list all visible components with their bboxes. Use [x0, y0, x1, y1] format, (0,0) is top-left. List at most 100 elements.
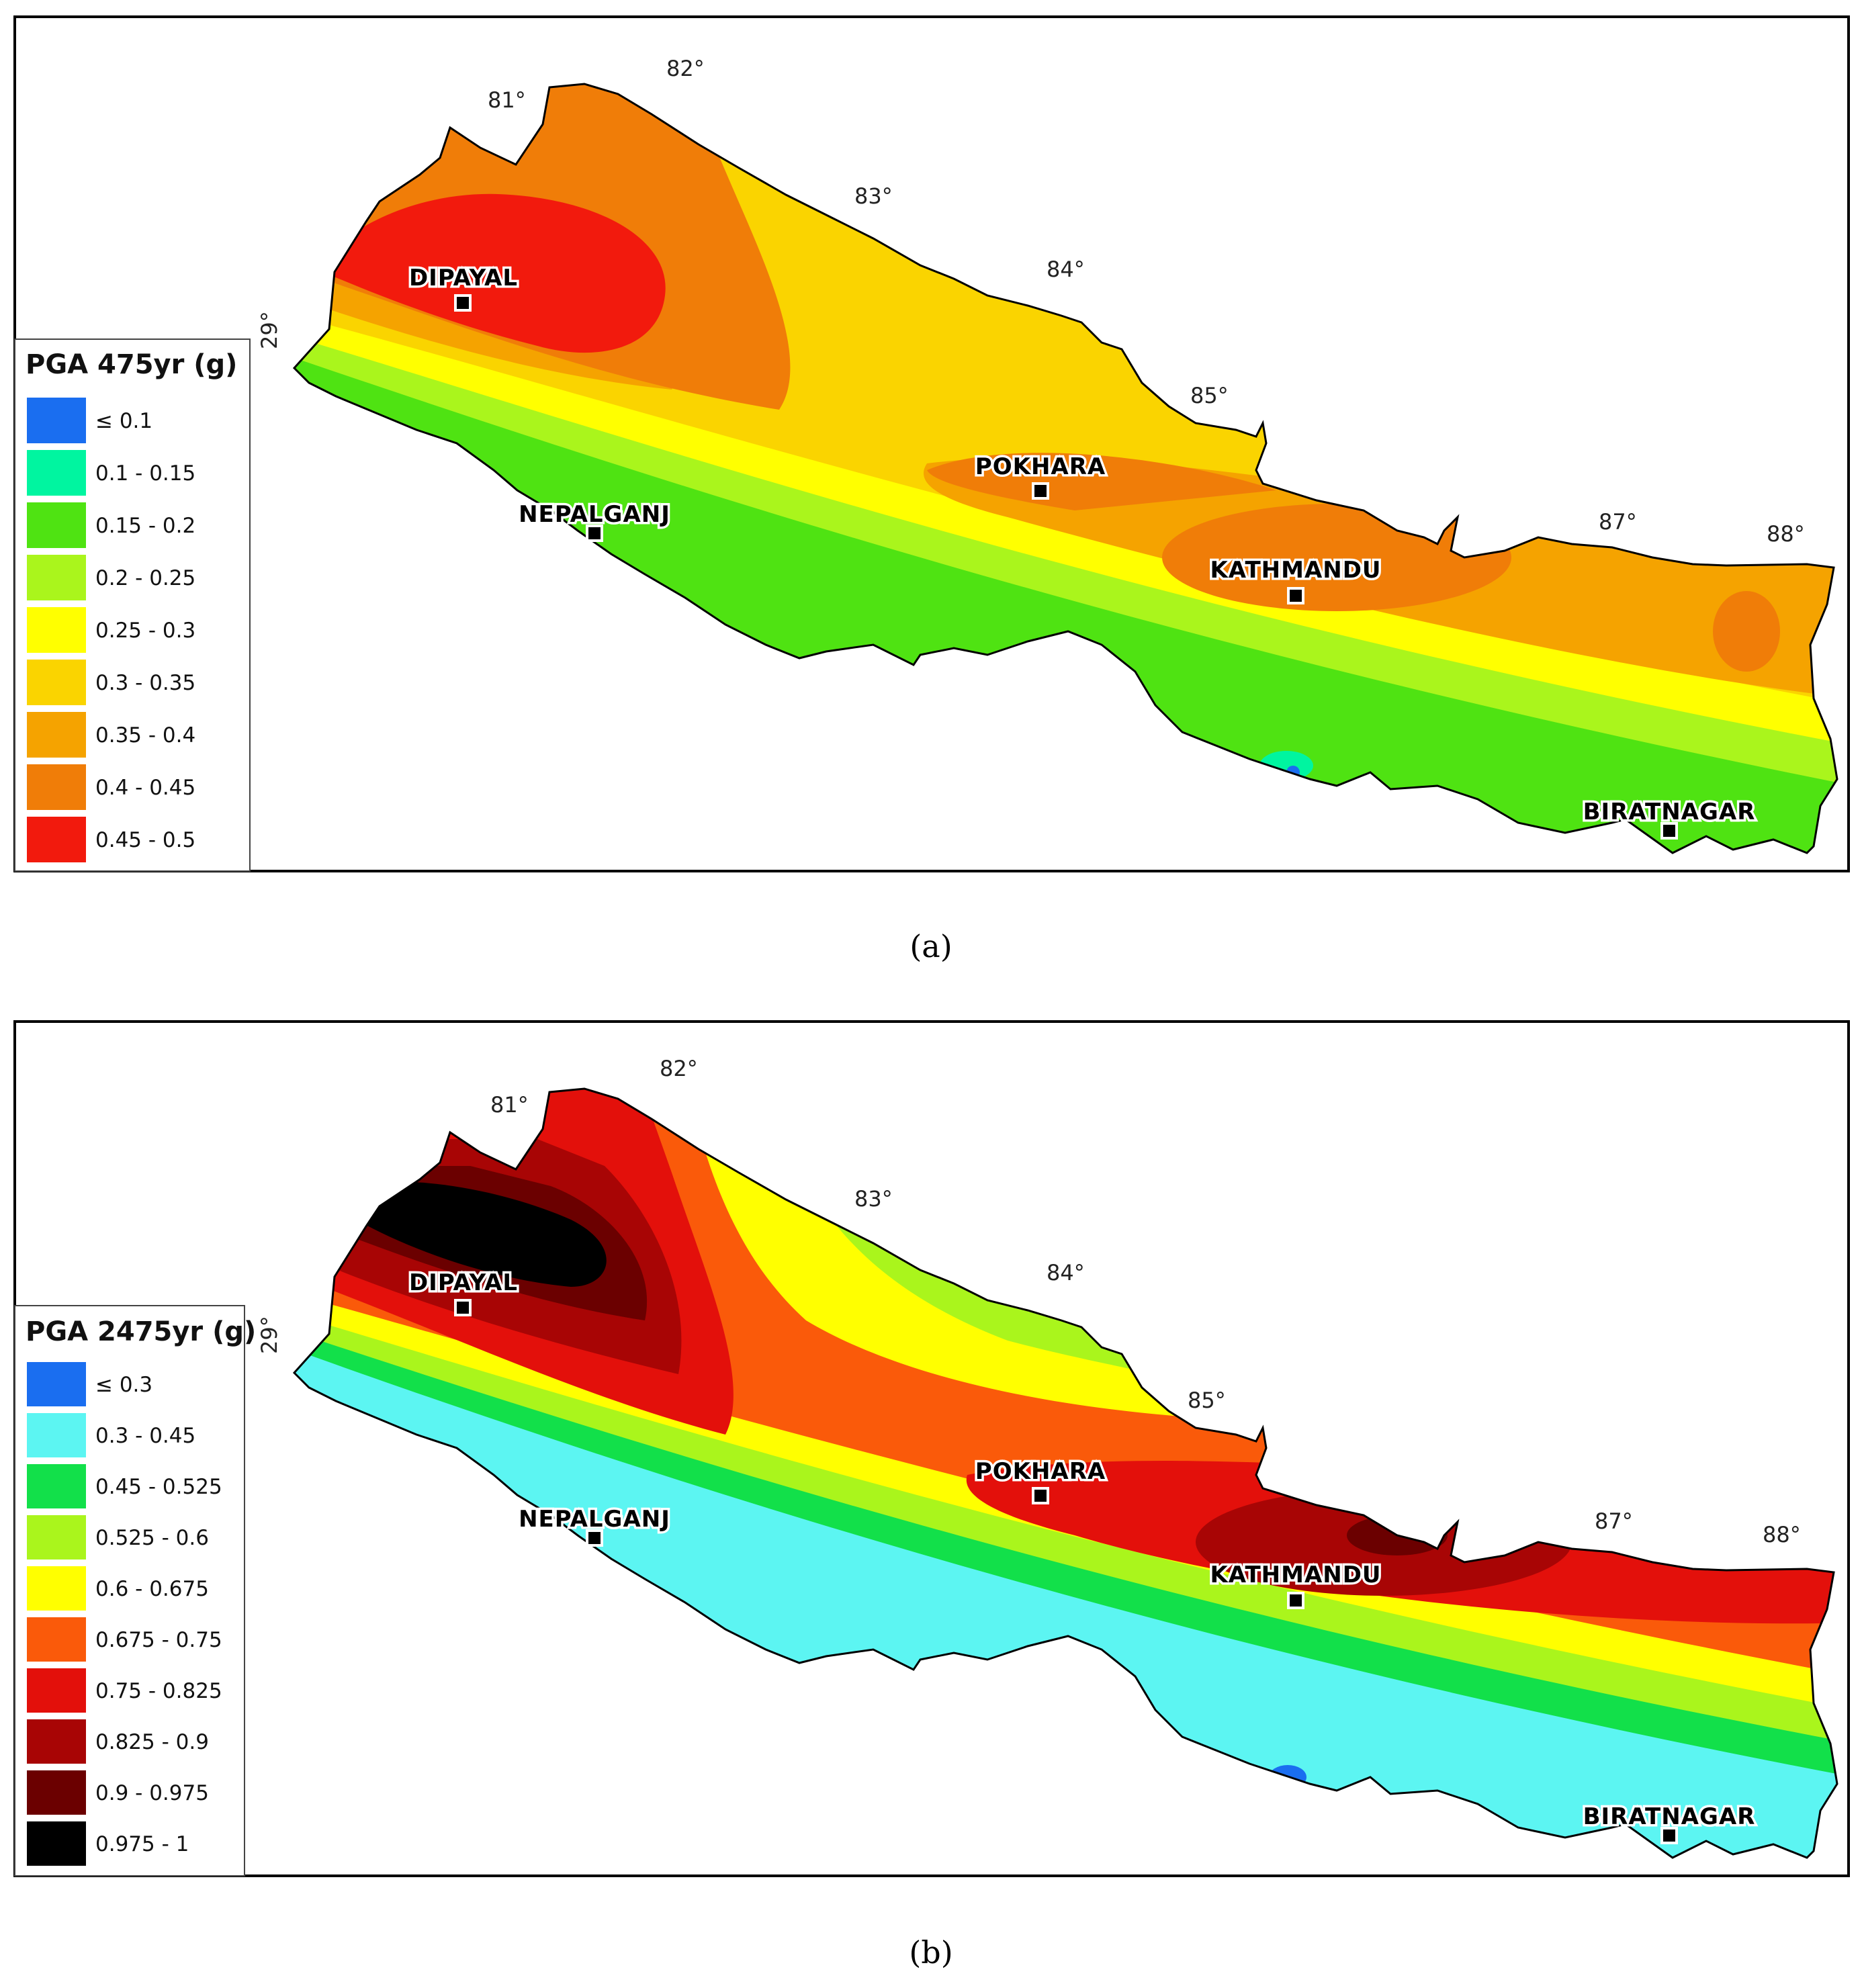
longitude-85-label: 85° [1190, 383, 1229, 408]
city-nepalganj: NEPALGANJ [517, 499, 672, 542]
zone-0-4-0-45-east [927, 453, 1276, 510]
legend-swatch [27, 502, 86, 548]
longitude-81-label: 81° [490, 1092, 529, 1118]
city-label: POKHARA [975, 453, 1106, 480]
legend-swatch [27, 764, 86, 810]
legend-label: 0.675 - 0.75 [95, 1628, 222, 1652]
legend-label: 0.9 - 0.975 [95, 1781, 209, 1805]
legend-swatch [27, 1770, 86, 1815]
city-marker [586, 525, 603, 542]
legend-label: ≤ 0.3 [95, 1373, 152, 1397]
map-panel-b: 81° 82° 83° 84° 85° 87° 88° 29° DIPAYAL … [13, 1020, 1850, 1877]
longitude-82-label: 82° [660, 1056, 698, 1081]
longitude-81-label: 81° [488, 87, 526, 113]
longitude-88-label: 88° [1763, 1522, 1801, 1547]
legend-swatch [27, 1362, 86, 1406]
zone-0-45-0-5 [316, 193, 666, 353]
legend-swatch [27, 1515, 86, 1560]
legend-swatch [27, 1719, 86, 1764]
legend-swatch [27, 450, 86, 496]
city-dipayal: DIPAYAL [406, 263, 520, 312]
city-label: KATHMANDU [1210, 557, 1381, 584]
legend-label: 0.525 - 0.6 [95, 1526, 209, 1550]
legend: PGA 475yr (g) ≤ 0.1 0.1 - 0.15 0.15 - 0.2 0… [14, 338, 251, 872]
longitude-85-label: 85° [1188, 1388, 1226, 1413]
legend-label: 0.25 - 0.3 [95, 619, 195, 643]
legend-label: 0.975 - 1 [95, 1832, 189, 1856]
legend-swatch [27, 817, 86, 862]
legend-swatch [27, 1617, 86, 1662]
city-kathmandu: KATHMANDU [1208, 1560, 1383, 1609]
longitude-87-label: 87° [1595, 1508, 1633, 1534]
legend-label: 0.4 - 0.45 [95, 776, 195, 800]
longitude-83-label: 83° [854, 1186, 893, 1212]
longitude-83-label: 83° [854, 183, 893, 209]
legend: PGA 2475yr (g) ≤ 0.3 0.3 - 0.45 0.45 - 0.5… [14, 1305, 256, 1877]
nepal-border [292, 1087, 1838, 1859]
legend-rows: ≤ 0.1 0.1 - 0.15 0.15 - 0.2 0.2 - 0.25 0.25 … [27, 398, 195, 862]
city-marker [1287, 1592, 1304, 1609]
legend-swatch [27, 1566, 86, 1611]
longitude-82-label: 82° [666, 56, 705, 81]
city-label: DIPAYAL [409, 1269, 518, 1296]
city-kathmandu: KATHMANDU [1208, 555, 1383, 604]
legend-label: 0.35 - 0.4 [95, 723, 195, 748]
city-marker [1660, 1827, 1678, 1844]
city-label: KATHMANDU [1210, 1562, 1381, 1588]
legend-swatch [27, 1413, 86, 1457]
legend-label: 0.3 - 0.45 [95, 1424, 195, 1448]
city-marker [1660, 822, 1678, 840]
city-biratnagar: BIRATNAGAR [1581, 797, 1757, 840]
legend-label: 0.2 - 0.25 [95, 566, 195, 590]
city-marker [1032, 1487, 1049, 1504]
city-biratnagar: BIRATNAGAR [1581, 1801, 1757, 1844]
legend-swatch [27, 660, 86, 705]
legend-label: 0.75 - 0.825 [95, 1679, 222, 1703]
legend-swatch [27, 607, 86, 653]
legend-label: 0.6 - 0.675 [95, 1577, 209, 1601]
legend-label: 0.3 - 0.35 [95, 671, 195, 695]
legend-title: PGA 475yr (g) [26, 349, 237, 380]
city-marker [454, 294, 472, 312]
legend-swatch [27, 555, 86, 600]
longitude-84-label: 84° [1047, 257, 1085, 282]
city-label: NEPALGANJ [519, 1506, 670, 1533]
caption-b: (b) [909, 1934, 953, 1971]
zone-0-975-1 [356, 1181, 607, 1287]
latitude-29-label: 29° [257, 311, 282, 349]
city-marker [586, 1529, 603, 1547]
city-label: DIPAYAL [409, 265, 518, 291]
city-pokhara: POKHARA [973, 1456, 1108, 1504]
legend-label: 0.825 - 0.9 [95, 1730, 209, 1754]
zone-0-4-0-45-far-east [1713, 591, 1780, 672]
latitude-29-label: 29° [257, 1316, 282, 1354]
legend-title: PGA 2475yr (g) [26, 1316, 256, 1347]
legend-swatch [27, 1668, 86, 1713]
legend-swatch [27, 712, 86, 758]
legend-swatch [27, 1821, 86, 1866]
city-marker [1287, 587, 1304, 604]
map-panel-a: 81° 82° 83° 84° 85° 87° 88° 29° DIPAYAL … [13, 15, 1850, 872]
legend-swatch [27, 1464, 86, 1508]
legend-swatch [27, 398, 86, 443]
longitude-84-label: 84° [1047, 1260, 1085, 1285]
legend-label: 0.15 - 0.2 [95, 514, 195, 538]
city-label: BIRATNAGAR [1583, 799, 1756, 825]
city-marker [454, 1299, 472, 1316]
caption-a: (a) [910, 928, 952, 964]
longitude-87-label: 87° [1599, 509, 1637, 535]
city-label: NEPALGANJ [519, 501, 670, 528]
legend-rows: ≤ 0.3 0.3 - 0.45 0.45 - 0.525 0.525 - 0.6 0.… [27, 1362, 222, 1866]
legend-label: ≤ 0.1 [95, 409, 152, 433]
nepal-border [292, 83, 1838, 854]
city-nepalganj: NEPALGANJ [517, 1504, 672, 1547]
city-pokhara: POKHARA [973, 451, 1108, 500]
legend-label: 0.45 - 0.5 [95, 828, 195, 852]
longitude-88-label: 88° [1767, 521, 1805, 547]
city-label: POKHARA [975, 1458, 1106, 1485]
legend-label: 0.45 - 0.525 [95, 1475, 222, 1499]
city-label: BIRATNAGAR [1583, 1803, 1756, 1830]
legend-label: 0.1 - 0.15 [95, 461, 195, 486]
city-marker [1032, 482, 1049, 500]
city-dipayal: DIPAYAL [406, 1267, 520, 1316]
